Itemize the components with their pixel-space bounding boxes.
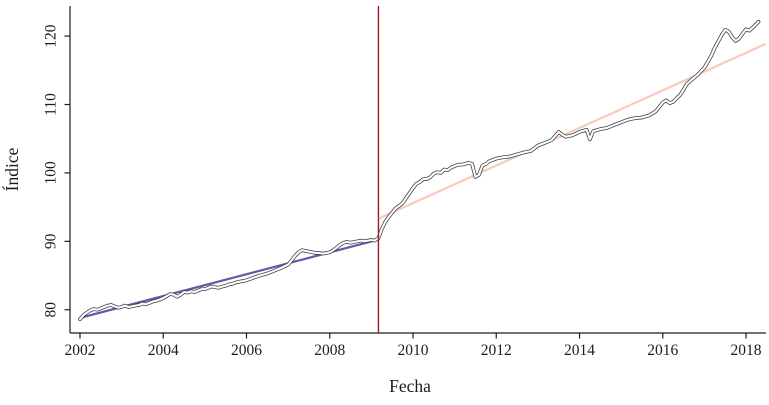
series-layer xyxy=(78,19,766,322)
x-tick-label: 2018 xyxy=(731,342,762,359)
x-tick-label: 2008 xyxy=(314,342,345,359)
y-tick-label: 120 xyxy=(43,24,60,48)
x-tick-label: 2016 xyxy=(647,342,678,359)
indice-observed-outline xyxy=(78,19,761,322)
x-tick-label: 2010 xyxy=(398,342,429,359)
y-tick-label: 90 xyxy=(43,233,60,249)
x-tick-label: 2002 xyxy=(64,342,95,359)
y-tick-label: 100 xyxy=(43,161,60,185)
indice-observed-core xyxy=(78,20,760,321)
axes-layer: 80 90 100 110 120 2002 2004 2006 2008 2010 2012 201… xyxy=(43,6,766,359)
x-tick-label: 2012 xyxy=(481,342,512,359)
x-axis-title: Fecha xyxy=(389,376,431,396)
y-tick-label: 80 xyxy=(43,302,60,318)
y-axis-title: Índice xyxy=(2,147,22,191)
post-break-linear-fit-line xyxy=(378,43,766,220)
x-tick-label: 2004 xyxy=(148,342,179,359)
x-tick-label: 2014 xyxy=(564,342,595,359)
x-tick-label: 2006 xyxy=(231,342,262,359)
y-tick-label: 110 xyxy=(43,93,60,116)
